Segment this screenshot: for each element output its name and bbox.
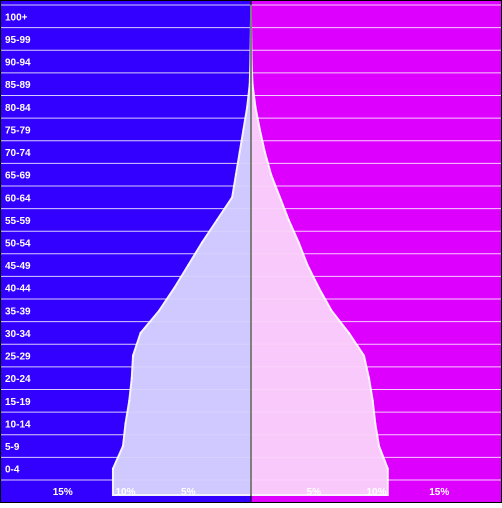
age-label: 80-84: [5, 103, 31, 114]
left-point-25-29: [132, 354, 135, 357]
right-point-45-49: [306, 264, 309, 267]
age-label: 25-29: [5, 352, 31, 363]
right-point-20-24: [367, 377, 370, 380]
age-label: 30-34: [5, 329, 31, 340]
age-label: 15-19: [5, 397, 31, 408]
right-point-65-69: [270, 173, 273, 176]
right-point-80-84: [254, 105, 257, 108]
left-point-40-44: [173, 286, 176, 289]
right-point-75-79: [258, 128, 261, 131]
right-point-0-4: [386, 467, 389, 470]
x-tick-label: 10%: [115, 487, 135, 498]
x-tick-label: 10%: [366, 487, 386, 498]
right-point-55-59: [287, 218, 290, 221]
age-label: 90-94: [5, 58, 31, 69]
right-point-15-19: [371, 399, 374, 402]
age-label: 40-44: [5, 284, 31, 295]
age-label: 0-4: [5, 465, 20, 476]
left-point-35-39: [158, 309, 161, 312]
left-point-55-59: [216, 218, 219, 221]
age-label: 65-69: [5, 171, 31, 182]
right-point-30-34: [347, 331, 350, 334]
right-point-85-89: [251, 83, 254, 86]
right-point-35-39: [330, 309, 333, 312]
left-point-50-54: [201, 241, 204, 244]
x-tick-label: 5%: [307, 487, 322, 498]
left-point-10-14: [124, 422, 127, 425]
x-tick-label: 15%: [429, 487, 449, 498]
left-point-60-64: [231, 196, 234, 199]
age-label: 20-24: [5, 374, 31, 385]
age-label: 85-89: [5, 80, 31, 91]
age-label: 5-9: [5, 442, 20, 453]
left-point-75-79: [242, 128, 245, 131]
age-label: 55-59: [5, 216, 31, 227]
right-point-5-9: [378, 445, 381, 448]
age-label: 50-54: [5, 239, 31, 250]
left-point-70-74: [238, 151, 241, 154]
age-label: 100+: [5, 12, 28, 23]
age-label: 10-14: [5, 419, 31, 430]
right-point-10-14: [374, 422, 377, 425]
x-tick-label: 15%: [53, 487, 73, 498]
x-axis-ticks: 15% 10% 5% 5% 10% 15%: [53, 487, 450, 498]
age-label: 70-74: [5, 148, 31, 159]
right-point-40-44: [317, 286, 320, 289]
right-point-50-54: [297, 241, 300, 244]
left-point-85-89: [248, 83, 251, 86]
age-label: 45-49: [5, 261, 31, 272]
age-label: 35-39: [5, 306, 31, 317]
age-label: 60-64: [5, 193, 31, 204]
left-point-45-49: [187, 264, 190, 267]
left-point-0-4: [111, 467, 114, 470]
left-point-65-69: [234, 173, 237, 176]
left-point-5-9: [121, 445, 124, 448]
right-point-70-74: [263, 151, 266, 154]
left-point-15-19: [128, 399, 131, 402]
left-point-20-24: [130, 377, 133, 380]
age-labels: 0-4 5-9 10-14 15-19 20-24 25-29 30-34 35-39 40-4…: [5, 12, 31, 475]
right-point-25-29: [362, 354, 365, 357]
right-point-60-64: [278, 196, 281, 199]
age-label: 75-79: [5, 125, 31, 136]
left-point-80-84: [246, 105, 249, 108]
left-point-30-34: [139, 331, 142, 334]
age-label: 95-99: [5, 35, 31, 46]
x-tick-label: 5%: [181, 487, 196, 498]
